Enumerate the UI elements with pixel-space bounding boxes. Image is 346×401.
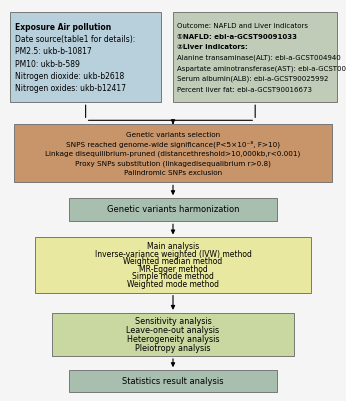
Text: SNPS reached genome-wide significance(P<5×10⁻⁸, F>10): SNPS reached genome-wide significance(P<… <box>66 141 280 148</box>
Text: Heterogeneity analysis: Heterogeneity analysis <box>127 335 219 344</box>
Text: Nitrogen oxides: ukb-b12417: Nitrogen oxides: ukb-b12417 <box>15 84 126 93</box>
Text: Palindromic SNPs exclusion: Palindromic SNPs exclusion <box>124 170 222 176</box>
Text: Alanine transaminase(ALT): ebi-a-GCST004940: Alanine transaminase(ALT): ebi-a-GCST004… <box>177 55 341 61</box>
FancyBboxPatch shape <box>10 12 161 102</box>
Text: Percent liver fat: ebi-a-GCST90016673: Percent liver fat: ebi-a-GCST90016673 <box>177 87 312 93</box>
Text: Linkage disequilibrium-pruned (distancethreshold>10,000kb,r<0.001): Linkage disequilibrium-pruned (distancet… <box>45 151 301 157</box>
Text: Pleiotropy analysis: Pleiotropy analysis <box>135 344 211 353</box>
Text: Genetic variants harmonization: Genetic variants harmonization <box>107 205 239 215</box>
Text: Weighted mode method: Weighted mode method <box>127 280 219 289</box>
Text: PM2.5: ukb-b-10817: PM2.5: ukb-b-10817 <box>15 47 91 57</box>
Text: Simple mode method: Simple mode method <box>132 272 214 282</box>
Text: Genetic variants selection: Genetic variants selection <box>126 132 220 138</box>
Text: Inverse-variance weighted (IVW) method: Inverse-variance weighted (IVW) method <box>94 250 252 259</box>
Text: PM10: ukb-b-589: PM10: ukb-b-589 <box>15 60 79 69</box>
Text: Leave-one-out analysis: Leave-one-out analysis <box>126 326 220 335</box>
Text: Main analysis: Main analysis <box>147 242 199 251</box>
FancyBboxPatch shape <box>69 370 277 392</box>
Text: Date source(table1 for details):: Date source(table1 for details): <box>15 35 135 44</box>
FancyBboxPatch shape <box>52 313 294 356</box>
Text: Sensitivity analysis: Sensitivity analysis <box>135 317 211 326</box>
Text: Serum albumin(ALB): ebi-a-GCST90025992: Serum albumin(ALB): ebi-a-GCST90025992 <box>177 76 329 83</box>
FancyBboxPatch shape <box>35 237 311 293</box>
FancyBboxPatch shape <box>173 12 337 102</box>
Text: ①NAFLD: ebi-a-GCST90091033: ①NAFLD: ebi-a-GCST90091033 <box>177 34 297 40</box>
Text: ②Liver indicators:: ②Liver indicators: <box>177 45 248 51</box>
Text: Outcome: NAFLD and Liver indicators: Outcome: NAFLD and Liver indicators <box>177 23 308 29</box>
Text: Exposure Air pollution: Exposure Air pollution <box>15 23 111 32</box>
Text: Nitrogen dioxide: ukb-b2618: Nitrogen dioxide: ukb-b2618 <box>15 72 124 81</box>
FancyBboxPatch shape <box>69 198 277 221</box>
Text: Statistics result analysis: Statistics result analysis <box>122 377 224 386</box>
FancyBboxPatch shape <box>14 124 332 182</box>
Text: Proxy SNPs substitution (linkagedisequalibrium r>0.8): Proxy SNPs substitution (linkagedisequal… <box>75 160 271 167</box>
Text: Weighted median method: Weighted median method <box>124 257 222 266</box>
Text: MR-Egger method: MR-Egger method <box>139 265 207 274</box>
Text: Aspartate aminotransferase(AST): ebi-a-GCST005064: Aspartate aminotransferase(AST): ebi-a-G… <box>177 65 346 72</box>
